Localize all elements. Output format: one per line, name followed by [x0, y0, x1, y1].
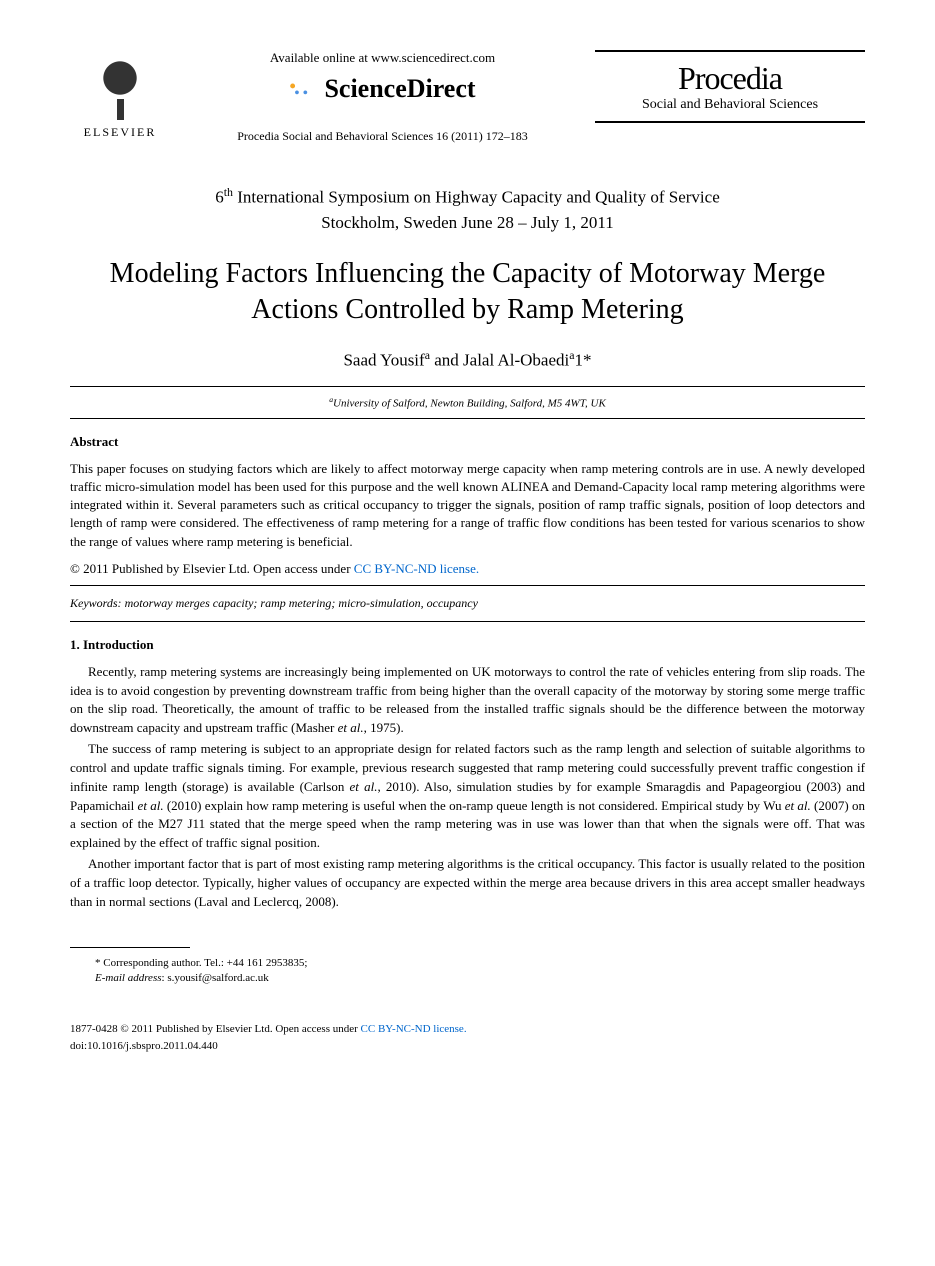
keywords-text: motorway merges capacity; ramp metering;… [122, 596, 478, 610]
center-header: Available online at www.sciencedirect.co… [170, 50, 595, 144]
doi: doi:10.1016/j.sbspro.2011.04.440 [70, 1038, 865, 1055]
rule-above-keywords [70, 585, 865, 586]
intro-p2: The success of ramp metering is subject … [70, 740, 865, 853]
copyright-prefix: © 2011 Published by Elsevier Ltd. [70, 561, 250, 576]
license-link[interactable]: CC BY-NC-ND license. [354, 561, 479, 576]
open-access-text: Open access under [250, 561, 354, 576]
footnote: * Corresponding author. Tel.: +44 161 29… [70, 956, 865, 987]
paper-title: Modeling Factors Influencing the Capacit… [70, 256, 865, 329]
page-footer: 1877-0428 © 2011 Published by Elsevier L… [70, 1021, 865, 1054]
intro-p1: Recently, ramp metering systems are incr… [70, 663, 865, 738]
email-line: E-mail address: s.yousif@salford.ac.uk [95, 971, 865, 986]
keywords: Keywords: motorway merges capacity; ramp… [70, 596, 865, 611]
intro-body: Recently, ramp metering systems are incr… [70, 663, 865, 912]
page-header: ELSEVIER Available online at www.science… [70, 50, 865, 144]
rule-below-keywords [70, 621, 865, 622]
authors: Saad Yousifa and Jalal Al-Obaedia1* [70, 348, 865, 371]
intro-heading: 1. Introduction [70, 637, 865, 653]
conference-line2: Stockholm, Sweden June 28 – July 1, 2011 [70, 210, 865, 236]
elsevier-tree-icon [85, 50, 155, 120]
rule-below-affiliation [70, 418, 865, 419]
elsevier-logo: ELSEVIER [70, 50, 170, 140]
available-online-text: Available online at www.sciencedirect.co… [190, 50, 575, 66]
sciencedirect-logo: ScienceDirect [289, 74, 475, 104]
intro-p3: Another important factor that is part of… [70, 855, 865, 912]
email-value: : s.yousif@salford.ac.uk [162, 972, 269, 984]
footer-copyright-line: 1877-0428 © 2011 Published by Elsevier L… [70, 1021, 865, 1038]
abstract-text: This paper focuses on studying factors w… [70, 460, 865, 551]
journal-citation: Procedia Social and Behavioral Sciences … [190, 129, 575, 144]
procedia-subtitle: Social and Behavioral Sciences [595, 97, 865, 113]
conference-line1: 6th International Symposium on Highway C… [70, 184, 865, 210]
elsevier-label: ELSEVIER [84, 125, 157, 140]
footer-open-access: Open access under [273, 1023, 361, 1035]
issn-copyright: 1877-0428 © 2011 Published by Elsevier L… [70, 1023, 273, 1035]
footer-license-link[interactable]: CC BY-NC-ND license. [361, 1023, 467, 1035]
sciencedirect-text: ScienceDirect [324, 74, 475, 103]
rule-above-affiliation [70, 386, 865, 387]
keywords-label: Keywords: [70, 596, 122, 610]
email-label: E-mail address [95, 972, 162, 984]
affiliation: aUniversity of Salford, Newton Building,… [70, 395, 865, 410]
abstract-heading: Abstract [70, 434, 865, 450]
procedia-title: Procedia [595, 60, 865, 97]
conference-info: 6th International Symposium on Highway C… [70, 184, 865, 236]
abstract-copyright: © 2011 Published by Elsevier Ltd. Open a… [70, 561, 865, 577]
sciencedirect-dots-icon [289, 81, 319, 101]
footnote-separator [70, 947, 190, 948]
procedia-logo: Procedia Social and Behavioral Sciences [595, 50, 865, 123]
corresponding-author: * Corresponding author. Tel.: +44 161 29… [95, 956, 865, 971]
